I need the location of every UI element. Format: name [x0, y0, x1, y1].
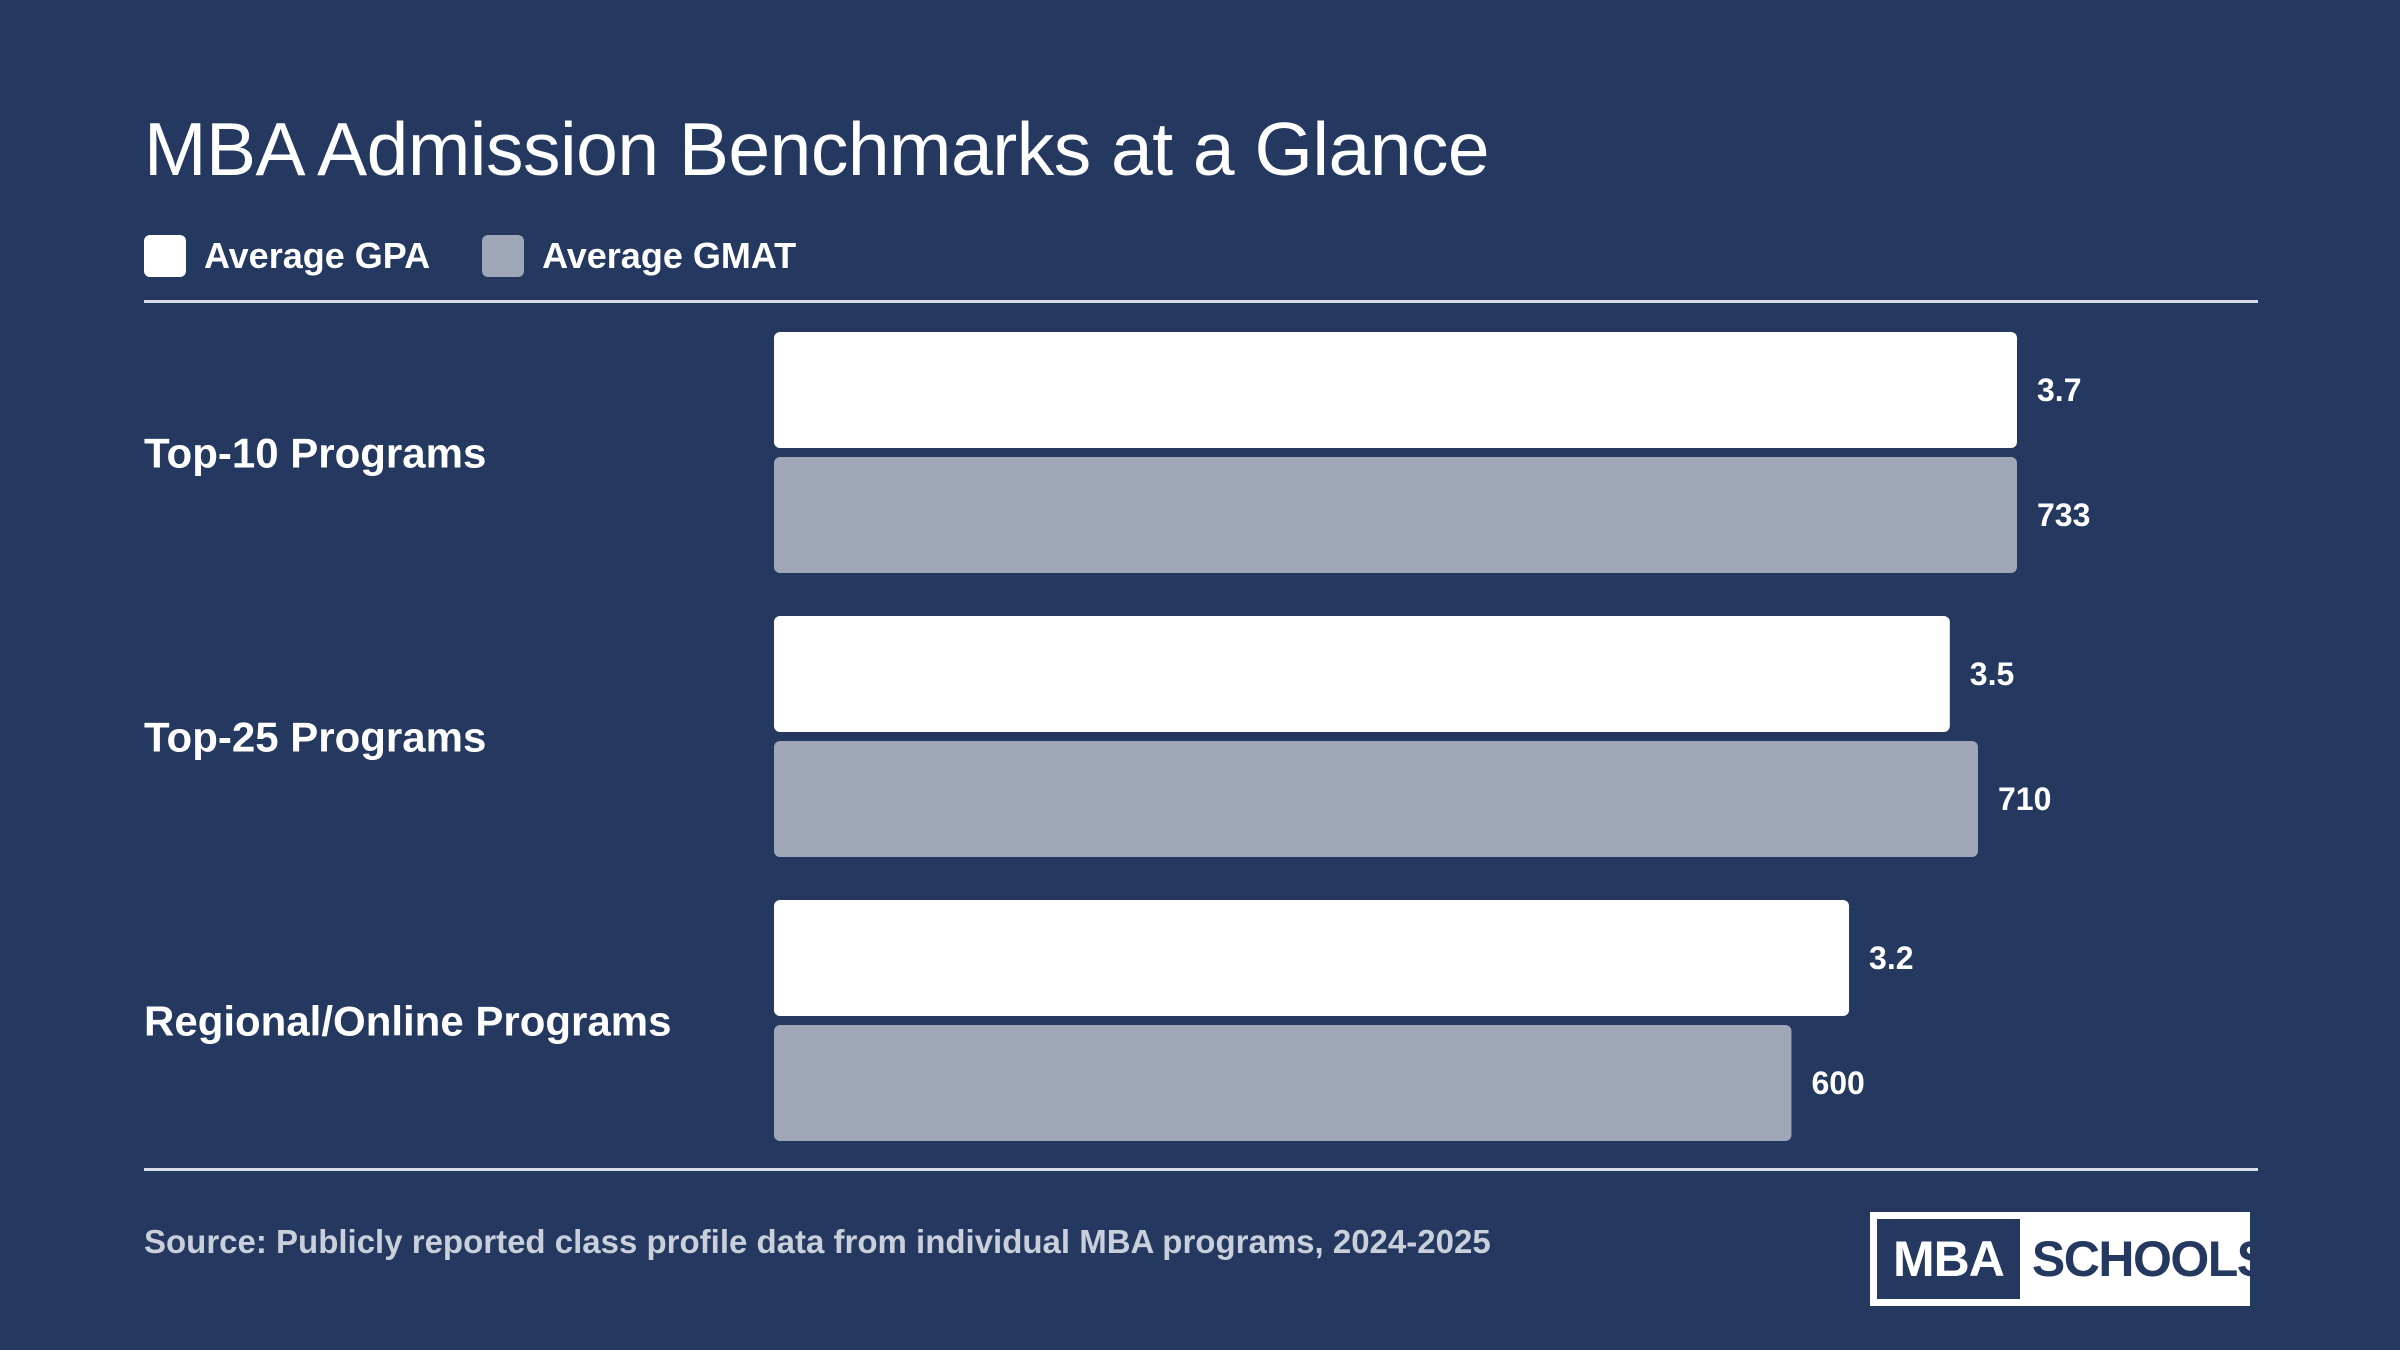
legend-label-gmat: Average GMAT: [542, 235, 797, 276]
bar-average-gmat-regional-online-programs: [774, 1025, 1792, 1141]
value-label-average-gpa-top-10-programs: 3.7: [2037, 372, 2081, 408]
bar-average-gpa-top-25-programs: [774, 616, 1950, 732]
category-label-regional-online-programs: Regional/Online Programs: [144, 998, 671, 1045]
chart-title: MBA Admission Benchmarks at a Glance: [144, 107, 1490, 191]
legend-swatch-gmat: [482, 235, 525, 277]
bar-average-gpa-regional-online-programs: [774, 900, 1850, 1016]
value-label-average-gpa-regional-online-programs: 3.2: [1869, 940, 1913, 976]
value-label-average-gmat-top-25-programs: 710: [1998, 781, 2051, 817]
legend-label-gpa: Average GPA: [204, 235, 431, 276]
value-label-average-gmat-top-10-programs: 733: [2037, 497, 2090, 533]
value-label-average-gmat-regional-online-programs: 600: [1811, 1065, 1864, 1101]
mba-schools-logo: MBA SCHOOLS: [1870, 1212, 2270, 1306]
bar-average-gmat-top-25-programs: [774, 741, 1978, 857]
bar-average-gpa-top-10-programs: [774, 332, 2017, 448]
legend-swatch-gpa: [144, 235, 186, 277]
category-label-top-25-programs: Top-25 Programs: [144, 714, 486, 761]
legend-item-gmat: Average GMAT: [482, 235, 796, 277]
bottom-divider: [144, 1168, 2258, 1171]
logo-mba-text: MBA: [1877, 1219, 2020, 1299]
source-note: Source: Publicly reported class profile …: [144, 1223, 1491, 1260]
logo-schools-text: SCHOOLS: [2031, 1231, 2270, 1287]
category-label-top-10-programs: Top-10 Programs: [144, 430, 486, 477]
legend-item-gpa: Average GPA: [144, 235, 430, 277]
legend: Average GPA Average GMAT: [144, 235, 848, 277]
bar-average-gmat-top-10-programs: [774, 457, 2017, 573]
value-label-average-gpa-top-25-programs: 3.5: [1970, 656, 2014, 692]
top-divider: [144, 300, 2258, 303]
